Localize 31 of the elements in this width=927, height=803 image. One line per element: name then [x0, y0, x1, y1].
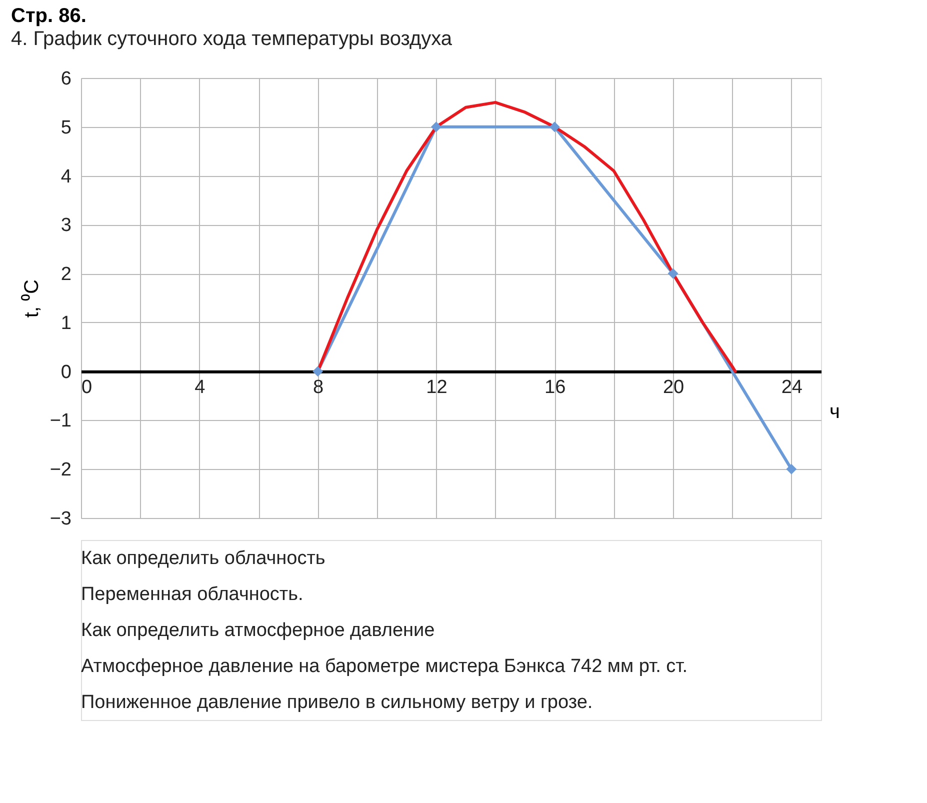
y-tick-label: 6 — [60, 68, 72, 90]
y-axis-title: t, ⁰C — [20, 279, 43, 318]
y-tick-label: 2 — [60, 264, 72, 286]
y-tick-label: 4 — [60, 166, 72, 188]
text: Как определить атмосферное давление — [81, 620, 435, 641]
point — [312, 366, 324, 377]
y-tick-label: −2 — [50, 460, 72, 481]
point — [668, 268, 678, 279]
chart-subtitle: 4. График суточного хода температуры воздуха — [11, 28, 453, 50]
chart-title: Стр. 86. — [11, 5, 86, 27]
text: Переменная облачность. — [81, 584, 304, 605]
point — [549, 122, 560, 132]
text: Атмосферное давление на барометре мистера Бэнкса 742 мм рт. ст. — [81, 656, 688, 677]
point — [786, 464, 797, 474]
text: Пониженное давление привело в сильному ветру и грозе. — [81, 692, 593, 713]
x-tick-label: 12 — [426, 376, 448, 398]
y-tick-label: −3 — [50, 508, 72, 530]
y-tick-label: 0 — [60, 362, 72, 383]
point — [430, 122, 442, 132]
x-tick-label: 4 — [194, 376, 206, 398]
y-tick-label: 1 — [60, 312, 72, 334]
x-tick-label: 20 — [662, 376, 684, 398]
y-tick-label: −1 — [50, 410, 72, 432]
x-tick-label: 0 — [82, 376, 92, 398]
x-tick-label: 24 — [781, 376, 803, 398]
x-tick-label: 16 — [544, 376, 566, 398]
y-tick-label: 3 — [60, 215, 72, 236]
y-tick-label: 5 — [60, 117, 72, 138]
text: Как определить облачность — [81, 548, 326, 569]
x-tick-label: 8 — [313, 376, 324, 398]
x-axis-title: ч — [830, 400, 840, 423]
